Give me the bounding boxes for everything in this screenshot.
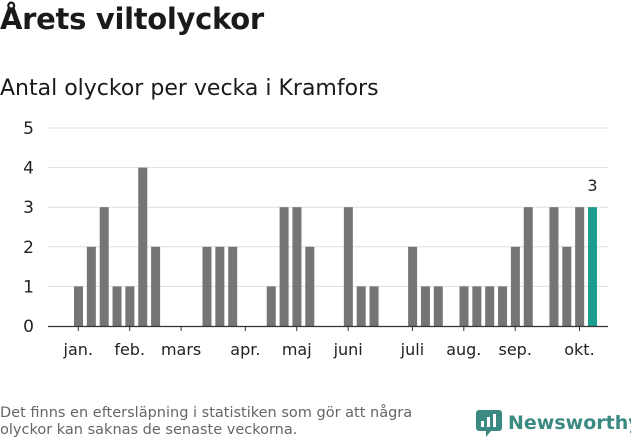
- bar: [74, 286, 83, 326]
- footnote: Det finns en eftersläpning i statistiken…: [0, 405, 413, 438]
- bar: [408, 246, 418, 326]
- bar: [472, 286, 482, 326]
- brand-name: Newsworthy: [508, 412, 631, 434]
- bar: [151, 246, 161, 326]
- y-tick-label: 3: [23, 198, 34, 218]
- brand[interactable]: Newsworthy: [476, 408, 631, 438]
- bar: [202, 246, 212, 326]
- x-tick-label: apr.: [230, 340, 260, 359]
- x-tick-label: jan.: [63, 340, 93, 359]
- y-tick-label: 5: [23, 119, 34, 139]
- x-tick-label: mars: [161, 340, 201, 359]
- bar: [562, 246, 572, 326]
- bar: [369, 286, 379, 326]
- bar: [99, 207, 109, 326]
- bar: [575, 207, 585, 326]
- bar: [138, 167, 148, 326]
- bar: [266, 286, 276, 326]
- bar: [292, 207, 302, 326]
- y-tick-label: 0: [23, 317, 34, 337]
- bar: [112, 286, 122, 326]
- x-tick-label: sep.: [498, 340, 531, 359]
- bar: [279, 207, 289, 326]
- bar: [433, 286, 443, 326]
- bar: [549, 207, 559, 326]
- bar: [305, 246, 315, 326]
- bar: [343, 207, 353, 326]
- bar: [510, 246, 520, 326]
- chart-title: Årets viltolyckor: [0, 2, 264, 36]
- x-tick-label: juli: [400, 340, 424, 359]
- bar: [215, 246, 225, 326]
- bar: [228, 246, 238, 326]
- y-tick-label: 2: [23, 238, 34, 258]
- y-tick-label: 4: [23, 159, 34, 179]
- bar: [498, 286, 508, 326]
- data-label: 3: [587, 176, 597, 195]
- newsworthy-logo-icon: [476, 410, 502, 437]
- x-tick-label: juni: [333, 340, 363, 359]
- bar: [485, 286, 495, 326]
- bar: [459, 286, 469, 326]
- bar: [125, 286, 135, 326]
- bar: [523, 207, 533, 326]
- x-tick-label: feb.: [114, 340, 145, 359]
- bar: [86, 246, 96, 326]
- bar: [420, 286, 430, 326]
- bar-chart: 0 1 2 3 4 5 3 jan. feb. mars apr. maj juni juli aug. se…: [23, 119, 608, 359]
- bar-highlight: [588, 207, 597, 326]
- y-tick-label: 1: [23, 277, 34, 297]
- chart-subtitle: Antal olyckor per vecka i Kramfors: [0, 76, 379, 101]
- x-tick-label: okt.: [564, 340, 594, 359]
- x-tick-label: aug.: [446, 340, 481, 359]
- x-tick-label: maj: [282, 340, 312, 359]
- bar: [356, 286, 366, 326]
